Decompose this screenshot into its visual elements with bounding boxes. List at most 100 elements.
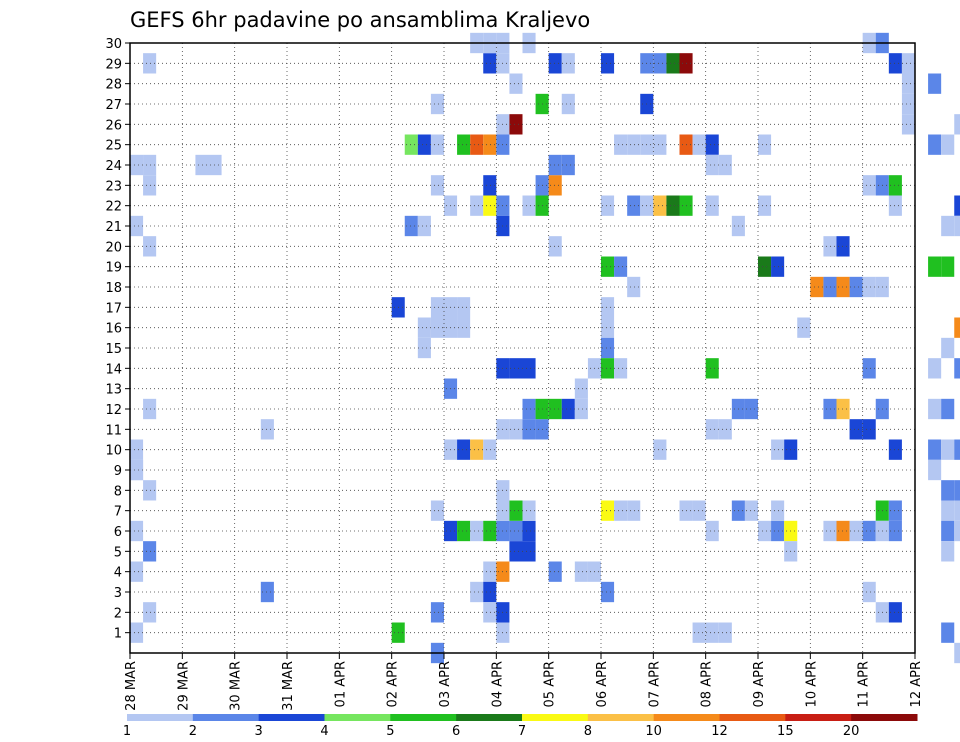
x-tick-label: 08 APR bbox=[700, 661, 715, 707]
x-tick-label: 07 APR bbox=[647, 661, 662, 707]
heatmap-cell bbox=[666, 53, 680, 74]
heatmap-cell bbox=[758, 256, 772, 277]
heatmap-cell bbox=[143, 236, 157, 257]
heatmap-cell bbox=[522, 500, 536, 521]
heatmap-cell bbox=[509, 114, 523, 135]
heatmap-cell bbox=[143, 154, 157, 176]
heatmap-cell bbox=[941, 622, 955, 643]
heatmap-cell bbox=[601, 581, 615, 603]
heatmap-cell bbox=[417, 134, 431, 155]
heatmap-cell bbox=[404, 215, 418, 237]
y-tick-label: 12 bbox=[105, 403, 122, 418]
heatmap-cell bbox=[548, 53, 562, 74]
heatmap-cell bbox=[143, 53, 157, 74]
x-tick-label: 31 MAR bbox=[281, 661, 296, 711]
colorbar-label: 10 bbox=[645, 724, 662, 739]
heatmap-cell bbox=[601, 337, 615, 359]
heatmap-cell bbox=[862, 358, 876, 379]
heatmap-cell bbox=[954, 520, 960, 542]
heatmap-cell bbox=[901, 53, 915, 74]
y-axis: 1234567891011121314151617181920212223242… bbox=[105, 37, 130, 642]
heatmap-cell bbox=[954, 195, 960, 216]
y-tick-label: 19 bbox=[105, 261, 122, 276]
heatmap-cell bbox=[509, 419, 523, 440]
heatmap-cell bbox=[470, 134, 484, 155]
heatmap-cell bbox=[823, 520, 837, 542]
heatmap-cell bbox=[954, 480, 960, 501]
y-tick-label: 27 bbox=[105, 98, 122, 113]
x-tick-label: 02 APR bbox=[386, 661, 401, 707]
heatmap-cell bbox=[758, 520, 772, 542]
heatmap-cell bbox=[941, 500, 955, 521]
heatmap-cell bbox=[941, 541, 955, 562]
heatmap-cell bbox=[823, 398, 837, 420]
heatmap-cell bbox=[260, 419, 274, 440]
heatmap-cell bbox=[705, 419, 719, 440]
y-tick-label: 2 bbox=[114, 606, 122, 621]
heatmap-cell bbox=[653, 195, 667, 216]
heatmap-cell bbox=[941, 398, 955, 420]
heatmap-cell bbox=[130, 215, 144, 237]
heatmap-cell bbox=[457, 317, 471, 338]
heatmap-cell bbox=[130, 561, 144, 582]
heatmap-cell bbox=[548, 154, 562, 176]
heatmap-cell bbox=[522, 398, 536, 420]
heatmap-cell bbox=[614, 256, 628, 277]
heatmap-cell bbox=[561, 53, 575, 74]
heatmap-cell bbox=[574, 561, 588, 582]
heatmap-cell bbox=[744, 500, 758, 521]
heatmap-cell bbox=[470, 195, 484, 216]
colorbar-swatch bbox=[851, 714, 918, 721]
heatmap-cell bbox=[928, 256, 942, 277]
x-tick-label: 11 APR bbox=[857, 661, 872, 707]
colorbar-swatch bbox=[192, 714, 260, 721]
heatmap-cell bbox=[522, 520, 536, 542]
heatmap-cell bbox=[692, 622, 706, 643]
heatmap-cell bbox=[548, 175, 562, 196]
colorbar-swatch bbox=[719, 714, 786, 721]
heatmap-cell bbox=[888, 602, 902, 623]
heatmap-cell bbox=[849, 276, 863, 298]
colorbar-label: 4 bbox=[320, 724, 328, 739]
heatmap-cell bbox=[758, 195, 772, 216]
y-tick-label: 22 bbox=[105, 200, 122, 215]
colorbar-label: 1 bbox=[123, 724, 131, 739]
heatmap-cell bbox=[862, 175, 876, 196]
heatmap-cell bbox=[470, 439, 484, 460]
heatmap-cell bbox=[430, 297, 444, 318]
heatmap-cell bbox=[862, 419, 876, 440]
x-tick-label: 04 APR bbox=[490, 661, 505, 707]
heatmap-cell bbox=[130, 154, 144, 176]
heatmap-cell bbox=[457, 520, 471, 542]
heatmap-cell bbox=[548, 398, 562, 420]
x-tick-label: 01 APR bbox=[333, 661, 348, 707]
x-tick-label: 09 APR bbox=[752, 661, 767, 707]
heatmap-cell bbox=[601, 195, 615, 216]
heatmap-cell bbox=[797, 317, 811, 338]
y-tick-label: 20 bbox=[105, 240, 122, 255]
heatmap-cell bbox=[836, 398, 850, 420]
y-tick-label: 8 bbox=[114, 484, 122, 499]
heatmap-cell bbox=[601, 53, 615, 74]
heatmap-cell bbox=[614, 134, 628, 155]
heatmap-cell bbox=[601, 500, 615, 521]
heatmap-cell bbox=[862, 276, 876, 298]
heatmap-cell bbox=[941, 439, 955, 460]
y-tick-label: 6 bbox=[114, 525, 122, 540]
heatmap-cell bbox=[430, 134, 444, 155]
y-tick-label: 5 bbox=[114, 545, 122, 560]
heatmap-cell bbox=[928, 358, 942, 379]
heatmap-cell bbox=[430, 500, 444, 521]
heatmap-cell bbox=[143, 480, 157, 501]
heatmap-cell bbox=[601, 317, 615, 338]
y-tick-label: 7 bbox=[114, 505, 122, 520]
heatmap-cell bbox=[627, 134, 641, 155]
y-tick-label: 16 bbox=[105, 322, 122, 337]
heatmap-cell bbox=[705, 195, 719, 216]
heatmap-cell bbox=[758, 134, 772, 155]
heatmap-cell bbox=[888, 195, 902, 216]
heatmap-cell bbox=[810, 276, 824, 298]
colorbar-label: 6 bbox=[452, 724, 460, 739]
heatmap-cell bbox=[954, 317, 960, 338]
heatmap-cell bbox=[849, 520, 863, 542]
